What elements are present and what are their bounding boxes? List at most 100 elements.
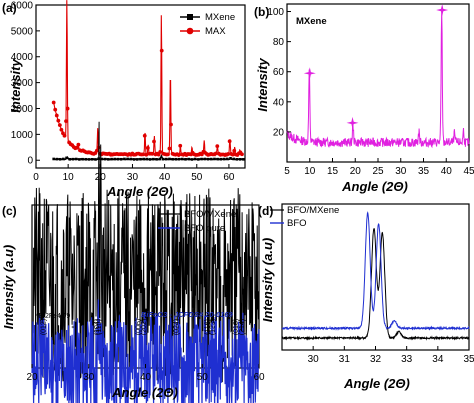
panel-a: (a) 0 10 20 30 40 50 6001000200030004000500060… <box>2 0 246 199</box>
max-point <box>232 148 237 153</box>
b-xtick-label-0: 5 <box>284 166 290 177</box>
d-xtick-label-1: 31 <box>339 354 351 365</box>
mxene-point <box>103 157 107 161</box>
panel-a-label: (a) <box>2 1 17 15</box>
mxene-point <box>74 157 78 161</box>
panel-b-legend-text: MXene <box>296 16 327 27</box>
mxene-point <box>100 157 104 161</box>
c-xtick-label-0: 20 <box>26 372 38 383</box>
b-xtick-label-7: 40 <box>441 166 453 177</box>
mxene-point <box>229 156 232 160</box>
a-xtick-label-5: 50 <box>191 172 203 183</box>
mxene-point <box>58 157 62 161</box>
a-xtick-label-3: 30 <box>127 172 139 183</box>
mxene-point <box>145 157 149 161</box>
mxene-point <box>164 157 168 161</box>
max-point <box>226 152 230 156</box>
mxene-point <box>206 157 210 161</box>
mxene-point <box>155 158 158 161</box>
b-ytick-label-1: 40 <box>273 97 285 108</box>
max-point <box>152 139 156 144</box>
panel-a-frame <box>35 4 246 169</box>
mxene-point <box>148 158 152 161</box>
mxene-point <box>187 157 191 161</box>
mxene-point <box>78 158 81 161</box>
hkl-label-1: * <box>71 325 78 328</box>
hkl-label-3: (110) <box>96 319 103 335</box>
panel-a-ylabel: Intensity <box>8 59 23 113</box>
mxene-point <box>222 157 226 161</box>
mxene-point <box>203 157 207 161</box>
max-point <box>215 144 220 149</box>
mxene-point <box>135 158 139 161</box>
impurity-note: *Bi2Fe4O9 <box>36 313 70 320</box>
max-point <box>65 106 70 111</box>
a-ytick-label-2: 2000 <box>11 104 34 115</box>
panel-a-legend: MXene MAX <box>180 12 235 37</box>
mxene-point <box>113 157 117 161</box>
panel-d-legend: BFO/MXene BFO <box>270 205 339 229</box>
max-point <box>150 151 155 156</box>
jcpds-note: BiFeO3 - JCPDS# 20-0169 <box>141 310 234 319</box>
mxene-point <box>119 157 123 161</box>
max-line <box>53 0 244 157</box>
max-point <box>178 143 183 148</box>
a-ytick-label-3: 3000 <box>11 78 34 89</box>
mxene-point <box>242 158 245 161</box>
a-ytick-label-0: 0 <box>27 156 33 167</box>
max-point <box>165 152 170 157</box>
b-xtick-label-3: 20 <box>350 166 362 177</box>
max-point <box>57 123 62 128</box>
mxene-point <box>142 157 146 161</box>
max-point <box>76 142 81 147</box>
peak-star-marker-1 <box>346 116 359 129</box>
mxene-point <box>116 157 120 161</box>
bfo-d-line <box>281 211 470 331</box>
a-ytick-label-4: 4000 <box>11 52 34 63</box>
legend-d-bfo-label: BFO <box>287 218 307 229</box>
panel-c-legend: BFO/MXene BFO pure <box>158 209 236 234</box>
mxene-point <box>190 158 194 161</box>
mxene-point <box>235 158 239 161</box>
panel-a-xlabel: Angle (2Θ) <box>106 184 173 199</box>
mxene-point <box>90 157 94 161</box>
b-xtick-label-6: 35 <box>418 166 430 177</box>
panel-b-xlabel: Angle (2Θ) <box>341 179 408 194</box>
panel-c-label: (c) <box>2 204 17 218</box>
mxene-point <box>184 158 187 161</box>
legend-mxene-label: MXene <box>205 12 235 23</box>
max-point <box>176 153 181 157</box>
mxene-point <box>168 157 171 161</box>
mxene-point <box>65 156 68 160</box>
legend-d-bfo-mxene-label: BFO/MXene <box>287 205 339 216</box>
mxene-point <box>158 157 162 161</box>
mxene-point <box>152 157 155 161</box>
b-xtick-label-2: 15 <box>327 166 339 177</box>
mxene-point <box>226 157 229 161</box>
a-ytick-label-5: 5000 <box>11 26 34 37</box>
panel-b: (b) 5 10 15 20 25 30 35 40 45 20 40 60 80 100 MXene I… <box>254 3 474 194</box>
hkl-label-6: (024) <box>173 319 180 335</box>
mxene-point <box>52 157 55 161</box>
max-point <box>230 152 235 157</box>
mxene-point <box>161 157 165 161</box>
mxene-point <box>213 157 216 161</box>
mxene-point <box>197 158 200 161</box>
legend-max-marker <box>186 27 194 35</box>
mxene-point <box>139 157 142 161</box>
max-point <box>167 146 172 151</box>
panel-d-label: (d) <box>258 204 273 218</box>
c-xtick-label-4: 60 <box>253 372 265 383</box>
hkl-label-4: (006) <box>135 319 142 335</box>
mxene-point <box>62 157 65 161</box>
mxene-point <box>94 158 97 161</box>
peak-star-marker-0 <box>303 67 316 80</box>
panel-c: (c) (012) * (104)(110) (006)(202) (024) (116)… <box>1 121 265 403</box>
mxene-point <box>193 157 197 161</box>
hkl-label-9: (018) <box>233 319 240 335</box>
panel-d-xlabel: Angle (2Θ) <box>343 376 410 391</box>
max-point <box>144 152 149 157</box>
mxene-point <box>71 157 75 161</box>
b-xtick-label-4: 25 <box>372 166 384 177</box>
